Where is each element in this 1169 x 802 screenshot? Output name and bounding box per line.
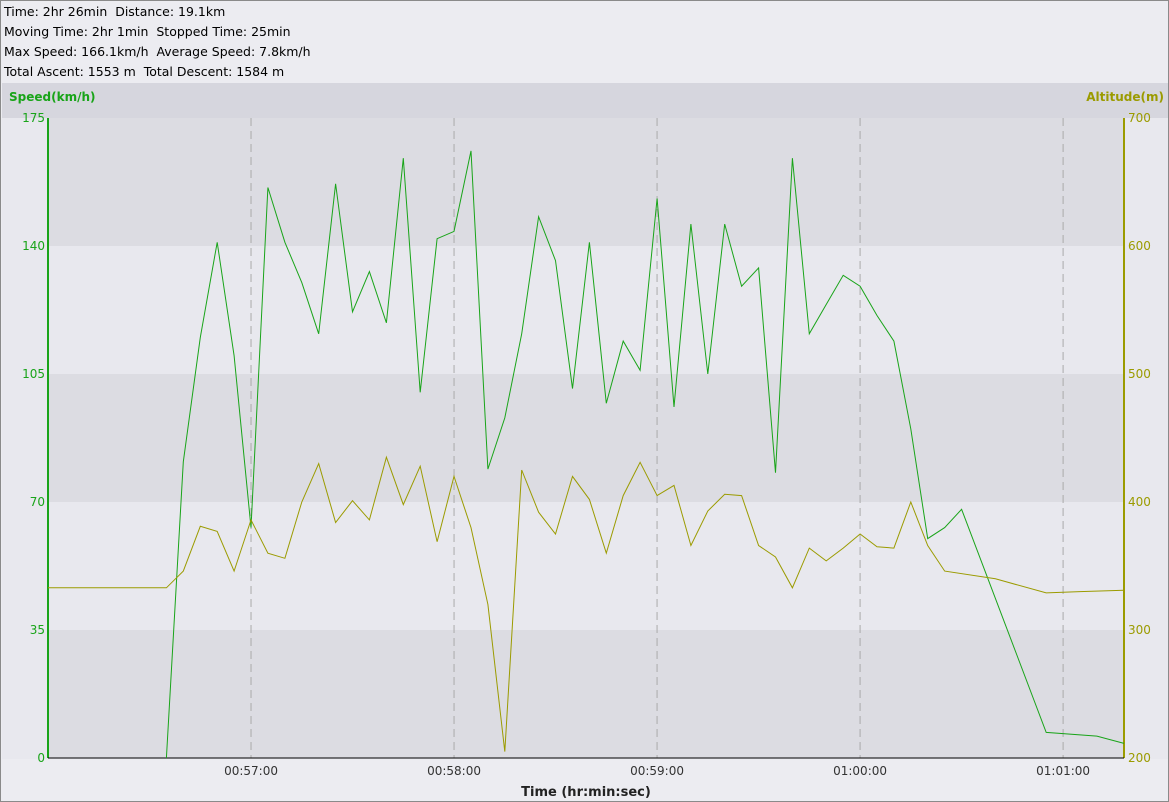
- altitude-tick-label: 500: [1128, 367, 1151, 381]
- altitude-tick-label: 700: [1128, 111, 1151, 125]
- vertical-gridlines: [250, 118, 1064, 758]
- summary-ascent-descent: Total Ascent: 1553 m Total Descent: 1584…: [4, 64, 285, 79]
- trip-summary: Time: 2hr 26min Distance: 19.1km Moving …: [4, 2, 311, 82]
- plot-band: [48, 374, 1124, 502]
- x-tick-label: 00:57:00: [224, 764, 278, 778]
- summary-speeds: Max Speed: 166.1km/h Average Speed: 7.8k…: [4, 44, 311, 59]
- summary-moving-stopped: Moving Time: 2hr 1min Stopped Time: 25mi…: [4, 24, 291, 39]
- summary-time-distance: Time: 2hr 26min Distance: 19.1km: [4, 4, 226, 19]
- speed-tick-label: 175: [22, 111, 45, 125]
- plot-band: [48, 502, 1124, 630]
- plot-band: [48, 118, 1124, 246]
- axis-labels: 0 35 70 105 140 175 200 300 400 500 600 700 00:57:00…: [9, 90, 1164, 800]
- x-tick-label: 01:01:00: [1036, 764, 1090, 778]
- x-tick-label: 00:58:00: [427, 764, 481, 778]
- axes: [47, 118, 1125, 759]
- altitude-tick-label: 600: [1128, 239, 1151, 253]
- altitude-tick-label: 300: [1128, 623, 1151, 637]
- series-layer: [48, 150, 1125, 759]
- speed-tick-label: 70: [30, 495, 45, 509]
- speed-tick-label: 35: [30, 623, 45, 637]
- x-axis-title: Time (hr:min:sec): [521, 785, 651, 800]
- plot-band: [48, 630, 1124, 758]
- altitude-tick-label: 400: [1128, 495, 1151, 509]
- x-tick-label: 00:59:00: [630, 764, 684, 778]
- speed-tick-label: 0: [37, 751, 45, 765]
- altitude-tick-label: 200: [1128, 751, 1151, 765]
- speed-series-line: [165, 150, 1125, 759]
- altitude-series-line: [48, 455, 1125, 752]
- speed-tick-label: 140: [22, 239, 45, 253]
- plot-top-band: [2, 83, 1168, 118]
- plot-band: [48, 246, 1124, 374]
- altitude-axis-title: Altitude(m): [1086, 90, 1164, 104]
- speed-tick-label: 105: [22, 367, 45, 381]
- speed-axis-title: Speed(km/h): [9, 90, 95, 104]
- background-bands: [2, 83, 1168, 759]
- x-tick-label: 01:00:00: [833, 764, 887, 778]
